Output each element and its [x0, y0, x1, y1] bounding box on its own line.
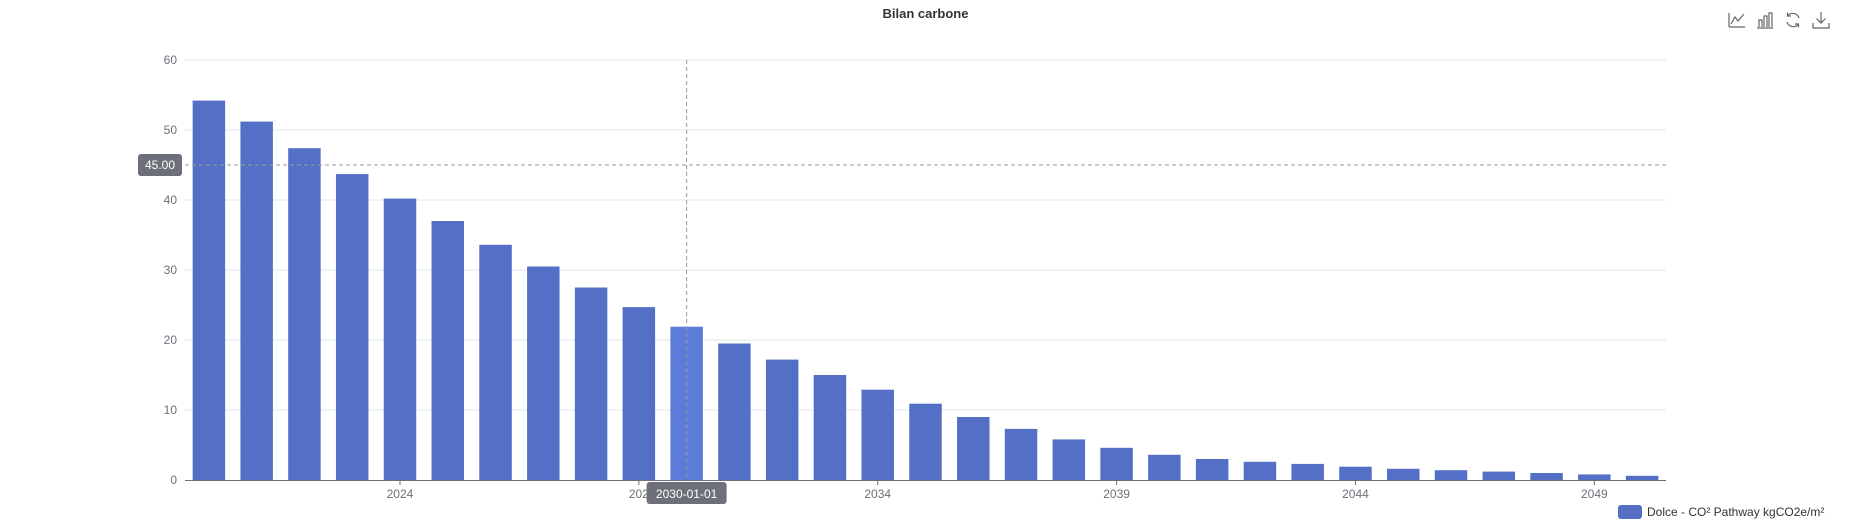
- bar: [288, 148, 321, 480]
- bar: [192, 100, 226, 480]
- y-tick-label: 60: [164, 53, 178, 67]
- bar: [574, 287, 608, 480]
- y-tick-label: 50: [164, 123, 178, 137]
- bar: [1052, 439, 1086, 480]
- bar: [1100, 447, 1133, 480]
- bar: [813, 375, 847, 480]
- bar: [622, 307, 656, 480]
- x-pointer-label-box: [646, 482, 727, 504]
- bar: [1482, 471, 1516, 480]
- bar: [718, 343, 751, 480]
- y-tick-label: 20: [164, 333, 178, 347]
- x-pointer-label: 2030-01-01: [656, 487, 718, 501]
- x-tick-label: 202: [629, 487, 649, 501]
- download-icon[interactable]: [1811, 10, 1831, 30]
- bar: [335, 174, 369, 480]
- bar: [1434, 470, 1468, 480]
- x-tick-label: 2049: [1581, 487, 1608, 501]
- y-tick-label: 0: [170, 473, 177, 487]
- bar: [1530, 473, 1563, 480]
- legend-label[interactable]: Dolce - CO² Pathway kgCO2e/m²: [1647, 505, 1824, 519]
- chart-toolbox: [1727, 10, 1831, 30]
- bar: [765, 359, 799, 480]
- line-chart-icon[interactable]: [1727, 10, 1747, 30]
- y-tick-label: 40: [164, 193, 178, 207]
- chart-title: Bilan carbone: [882, 6, 969, 21]
- bar: [1148, 454, 1181, 480]
- bar: [1195, 459, 1229, 480]
- bar: [1386, 468, 1420, 480]
- bar: [479, 244, 512, 480]
- y-pointer-label: 45.00: [145, 158, 175, 172]
- bar: [1625, 475, 1659, 480]
- x-tick-label: 2044: [1342, 487, 1369, 501]
- bar: [861, 389, 894, 480]
- bar-chart-icon[interactable]: [1755, 10, 1775, 30]
- y-pointer-label-box: [138, 154, 182, 176]
- bar: [909, 403, 942, 480]
- bar: [431, 221, 465, 480]
- bar: [1004, 428, 1038, 480]
- x-tick-label: 2039: [1103, 487, 1130, 501]
- bar: [1291, 463, 1324, 480]
- bar: [957, 417, 990, 480]
- bar: [1578, 474, 1611, 480]
- bar: [383, 198, 417, 480]
- restore-icon[interactable]: [1783, 10, 1803, 30]
- bar: [1339, 466, 1372, 480]
- bar: [527, 266, 560, 480]
- bar: [240, 121, 273, 480]
- x-tick-label: 2034: [864, 487, 891, 501]
- x-tick-label: 2024: [387, 487, 414, 501]
- bar: [1243, 461, 1277, 480]
- y-tick-label: 30: [164, 263, 178, 277]
- y-tick-label: 10: [164, 403, 178, 417]
- legend-swatch[interactable]: [1618, 505, 1642, 519]
